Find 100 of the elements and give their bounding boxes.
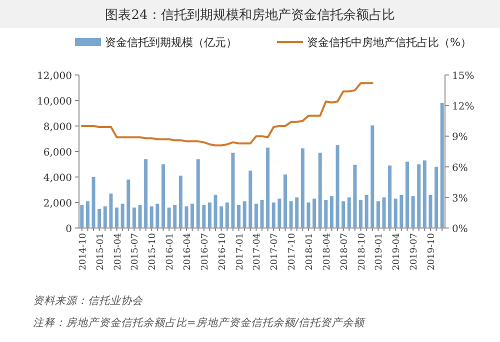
bar <box>342 201 346 228</box>
bar <box>109 194 113 228</box>
legend-label: 资金信托中房地产信托占比（%） <box>307 36 472 49</box>
y-tick-label: 0 <box>66 224 72 235</box>
bar <box>190 204 194 228</box>
bar <box>92 177 96 228</box>
y-tick-label: 2,000 <box>43 198 72 210</box>
x-tick-label: 2015-04 <box>113 232 124 270</box>
x-tick-label: 2018-04 <box>322 232 332 270</box>
bar <box>417 164 421 228</box>
bar <box>242 201 246 228</box>
x-tick-label: 2015-07 <box>130 232 141 270</box>
y-tick-label: 6,000 <box>43 148 72 158</box>
bar <box>370 125 374 228</box>
bar <box>98 208 102 228</box>
y2-tick-label: 0% <box>452 224 468 235</box>
bar <box>411 196 415 228</box>
bar <box>336 145 340 228</box>
bar <box>400 194 404 228</box>
y2-tick-label: 9% <box>452 132 468 144</box>
bar <box>312 198 316 228</box>
bar <box>394 198 398 228</box>
bar <box>388 166 392 228</box>
bar <box>220 206 224 228</box>
bar <box>347 197 351 228</box>
bar <box>428 194 432 228</box>
bar <box>120 204 124 228</box>
bar <box>132 208 136 228</box>
bar <box>318 152 322 228</box>
line-series <box>80 82 374 146</box>
bar <box>184 206 188 228</box>
bar <box>178 176 182 228</box>
y2-tick-label: 15% <box>452 71 474 82</box>
x-tick-label: 2015-10 <box>148 232 158 270</box>
y-tick-label: 4,000 <box>43 173 72 184</box>
x-tick-label: 2017-04 <box>252 232 263 270</box>
bar <box>156 204 160 228</box>
text: 注释：房地产资金信托余额占比=房地产资金信托余额/信托资产余额 <box>33 317 366 329</box>
bar <box>364 194 368 228</box>
bar <box>376 201 380 228</box>
bar <box>167 208 171 228</box>
bar <box>440 103 444 228</box>
bar <box>231 152 235 228</box>
x-tick-label: 2017-07 <box>270 232 280 270</box>
y2-tick-label: 12% <box>452 102 474 113</box>
bar <box>161 164 165 228</box>
bar <box>202 205 206 228</box>
bar <box>173 205 177 228</box>
x-tick-label: 2016-01 <box>166 233 176 270</box>
bar <box>214 194 218 228</box>
bar <box>103 206 107 228</box>
y2-tick-label: 6% <box>452 162 468 174</box>
bar <box>196 159 200 228</box>
x-tick-label: 2018-01 <box>304 233 315 270</box>
bar <box>278 198 282 228</box>
bar <box>405 162 409 228</box>
chart-title: 图表24：信托到期规模和房地产资金信托余额占比 <box>105 7 395 23</box>
x-tick-label: 2016-07 <box>200 232 210 270</box>
text: 资料来源：信托业协会 <box>33 295 144 307</box>
y-tick-label: 10,000 <box>37 96 72 108</box>
bar <box>115 208 119 228</box>
x-tick-label: 2016-10 <box>218 232 228 270</box>
bar <box>434 166 438 228</box>
bar <box>86 201 90 228</box>
x-tick-label: 2019-04 <box>392 232 402 270</box>
x-tick-label: 2019-07 <box>410 232 420 270</box>
bar <box>300 148 304 228</box>
y2-tick-label: 3% <box>452 193 468 204</box>
bar <box>295 197 299 228</box>
bar <box>422 160 426 228</box>
bar <box>150 206 154 228</box>
bar <box>272 202 276 228</box>
x-tick-label: 2015-01 <box>96 233 106 270</box>
legend-label: 资金信托到期规模（亿元） <box>105 36 237 49</box>
x-tick-label: 2019-10 <box>426 232 437 270</box>
bar <box>254 204 258 228</box>
x-tick-label: 2018-07 <box>340 232 350 270</box>
x-tick-label: 2018-10 <box>357 232 368 270</box>
bar <box>289 201 293 228</box>
bar <box>237 205 241 228</box>
bar <box>126 180 130 228</box>
x-tick-label: 2016-04 <box>182 232 193 270</box>
bar <box>225 202 229 228</box>
bar <box>306 202 310 228</box>
bar <box>330 196 334 228</box>
x-tick-label: 2017-01 <box>235 233 246 270</box>
bar <box>144 159 148 228</box>
y-tick-label: 8,000 <box>43 122 72 133</box>
bar <box>80 205 84 228</box>
bar <box>353 164 357 228</box>
y-tick-label: 12,000 <box>37 71 72 82</box>
bar <box>266 148 270 228</box>
bar <box>283 174 287 228</box>
bar <box>208 202 212 228</box>
bar <box>359 200 363 228</box>
x-tick-label: 2014-10 <box>78 232 88 270</box>
bar <box>248 170 252 228</box>
bar <box>324 200 328 228</box>
x-tick-label: 2017-10 <box>288 232 298 270</box>
x-tick-label: 2019-01 <box>374 233 385 270</box>
